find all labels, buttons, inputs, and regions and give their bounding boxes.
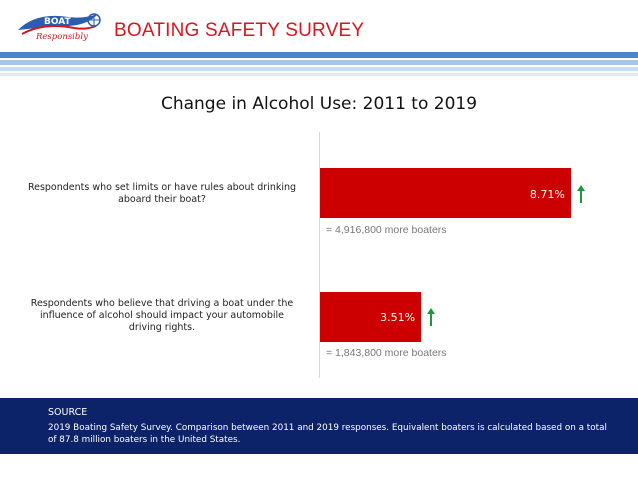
- source-footer: SOURCE 2019 Boating Safety Survey. Compa…: [0, 398, 638, 454]
- header-stripe: [0, 52, 638, 58]
- up-arrow-icon: [576, 185, 585, 203]
- chart-title: Change in Alcohol Use: 2011 to 2019: [160, 94, 478, 114]
- up-arrow-icon: [427, 308, 436, 326]
- header-stripe: [0, 67, 638, 71]
- chart-axis-line: [319, 132, 320, 378]
- svg-text:BOAT: BOAT: [44, 17, 72, 27]
- category-label: Respondents who set limits or have rules…: [27, 182, 297, 205]
- source-heading: SOURCE: [48, 407, 88, 418]
- boat-responsibly-logo: BOAT Responsibly: [18, 13, 101, 42]
- bar: [320, 292, 422, 342]
- header-title: BOATING SAFETY SURVEY: [114, 20, 365, 41]
- equivalent-boaters-note: = 4,916,800 more boaters: [326, 224, 447, 236]
- equivalent-boaters-note: = 1,843,800 more boaters: [326, 347, 447, 359]
- header-stripe: [0, 60, 638, 65]
- bar-value-label: 8.71%: [529, 188, 565, 201]
- page-header: BOAT Responsibly BOATING SAFETY SURVEY: [0, 0, 638, 52]
- source-text: 2019 Boating Safety Survey. Comparison b…: [48, 423, 607, 445]
- svg-text:Responsibly: Responsibly: [35, 32, 88, 42]
- bar: [320, 168, 571, 218]
- bar-value-label: 3.51%: [380, 311, 416, 324]
- category-label: Respondents who believe that driving a b…: [30, 298, 294, 333]
- header-stripe: [0, 73, 638, 76]
